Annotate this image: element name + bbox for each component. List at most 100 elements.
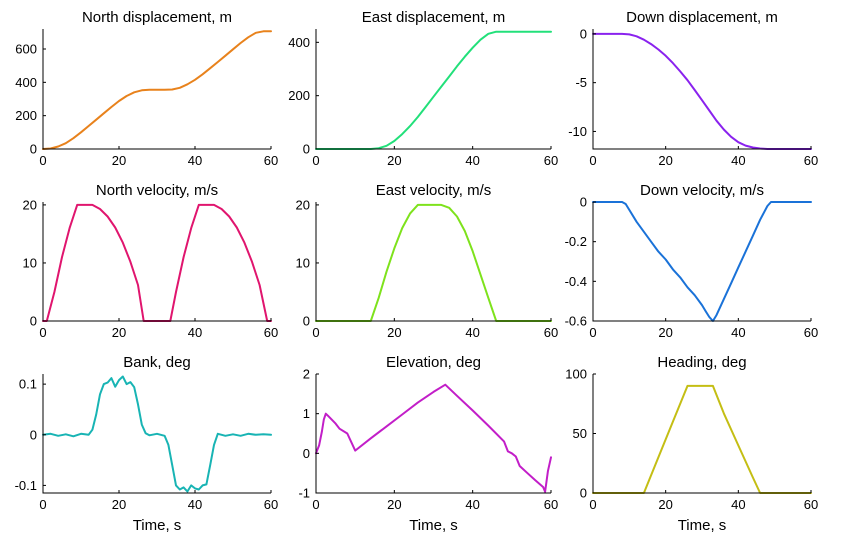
x-tick-label: 20 (112, 325, 126, 340)
chart-title: Elevation, deg (386, 354, 481, 371)
x-tick-label: 20 (658, 497, 672, 512)
x-tick-label: 60 (264, 325, 278, 340)
x-tick-label: 60 (544, 325, 558, 340)
chart-title: East velocity, m/s (376, 182, 492, 199)
y-tick-label: -5 (575, 75, 587, 90)
plot-area (593, 374, 811, 493)
y-tick-label: 0 (303, 446, 310, 461)
plot-area (43, 202, 271, 321)
series-line (315, 30, 552, 150)
y-tick-label: 0 (30, 142, 37, 157)
panel-east-vel: 0 20 40 60 0 10 20 East velocity, m/s (296, 182, 559, 340)
y-tick-label: 20 (23, 197, 37, 212)
y-tick-label: 0 (30, 427, 37, 442)
y-tick-label: 100 (565, 367, 587, 382)
x-tick-label: 40 (465, 153, 479, 168)
series-line (592, 32, 812, 150)
x-tick-label: 60 (264, 153, 278, 168)
chart-title: Down velocity, m/s (640, 182, 764, 199)
x-tick-label: 40 (731, 497, 745, 512)
x-tick-label: 0 (589, 153, 596, 168)
x-tick-label: 60 (544, 497, 558, 512)
y-tick-label: 0 (580, 195, 587, 210)
plot-area (316, 374, 551, 493)
x-tick-label: 60 (264, 497, 278, 512)
y-tick-label: -0.1 (15, 478, 37, 493)
y-tick-label: 0 (303, 142, 310, 157)
x-tick-label: 0 (39, 325, 46, 340)
series-line (315, 203, 552, 322)
x-tick-label: 20 (387, 497, 401, 512)
x-tick-label: 40 (731, 153, 745, 168)
x-tick-label: 20 (658, 325, 672, 340)
x-tick-label: 0 (312, 153, 319, 168)
y-tick-label: 10 (23, 255, 37, 270)
panel-north-vel: 0 20 40 60 0 10 20 North velocity, m/s (23, 182, 279, 340)
y-tick-label: 600 (15, 42, 37, 57)
plot-area (593, 202, 811, 321)
x-tick-label: 40 (465, 325, 479, 340)
x-tick-label: 40 (188, 497, 202, 512)
series-line (315, 383, 552, 493)
x-tick-label: 20 (658, 153, 672, 168)
x-axis-label: Time, s (678, 517, 727, 534)
y-tick-label: 0 (30, 314, 37, 329)
y-tick-label: 200 (15, 108, 37, 123)
x-tick-label: 20 (387, 325, 401, 340)
x-tick-label: 0 (39, 497, 46, 512)
x-tick-label: 60 (804, 497, 818, 512)
x-tick-label: 0 (589, 325, 596, 340)
y-tick-label: 0 (580, 26, 587, 41)
x-tick-label: 0 (312, 497, 319, 512)
y-tick-label: 1 (303, 406, 310, 421)
x-tick-label: 0 (589, 497, 596, 512)
chart-title: Heading, deg (657, 354, 746, 371)
y-tick-label: 400 (288, 35, 310, 50)
chart-title: North velocity, m/s (96, 182, 218, 199)
x-axis-label: Time, s (409, 517, 458, 534)
chart-title: Bank, deg (123, 354, 191, 371)
chart-title: North displacement, m (82, 9, 232, 26)
y-tick-label: -0.2 (565, 234, 587, 249)
y-tick-label: 20 (296, 197, 310, 212)
panel-heading: 0 20 40 60 0 50 100 Heading, deg Time, s (565, 354, 818, 534)
y-tick-label: -0.4 (565, 274, 587, 289)
y-tick-label: 0.1 (19, 377, 37, 392)
x-tick-label: 40 (731, 325, 745, 340)
plot-area (593, 29, 811, 149)
x-tick-label: 0 (312, 325, 319, 340)
plot-area (316, 202, 551, 321)
series-line (592, 201, 812, 322)
y-tick-label: -1 (298, 486, 310, 501)
y-tick-label: 400 (15, 75, 37, 90)
y-tick-label: 2 (303, 367, 310, 382)
y-tick-label: 50 (573, 426, 587, 441)
x-tick-label: 0 (39, 153, 46, 168)
series-line (42, 30, 272, 150)
x-tick-label: 60 (804, 153, 818, 168)
y-tick-label: 0 (580, 486, 587, 501)
x-tick-label: 40 (188, 325, 202, 340)
panel-down-disp: 0 20 40 60 0 -5 -10 Down displacement, m (568, 9, 818, 168)
x-tick-label: 20 (387, 153, 401, 168)
x-axis-label: Time, s (133, 517, 182, 534)
x-tick-label: 40 (188, 153, 202, 168)
chart-title: Down displacement, m (626, 9, 778, 26)
x-tick-label: 40 (465, 497, 479, 512)
chart-title: East displacement, m (362, 9, 505, 26)
y-tick-label: 200 (288, 88, 310, 103)
x-tick-label: 20 (112, 153, 126, 168)
series-line (42, 375, 272, 493)
panel-down-vel: 0 20 40 60 0 -0.2 -0.4 -0.6 Down velocity, m/s (565, 182, 819, 340)
x-tick-label: 60 (804, 325, 818, 340)
y-tick-label: -0.6 (565, 314, 587, 329)
plot-area (316, 29, 551, 149)
x-tick-label: 20 (112, 497, 126, 512)
panel-east-disp: 0 20 40 60 0 200 400 East displacement, m (288, 9, 558, 168)
y-tick-label: 0 (303, 314, 310, 329)
y-tick-label: 10 (296, 255, 310, 270)
